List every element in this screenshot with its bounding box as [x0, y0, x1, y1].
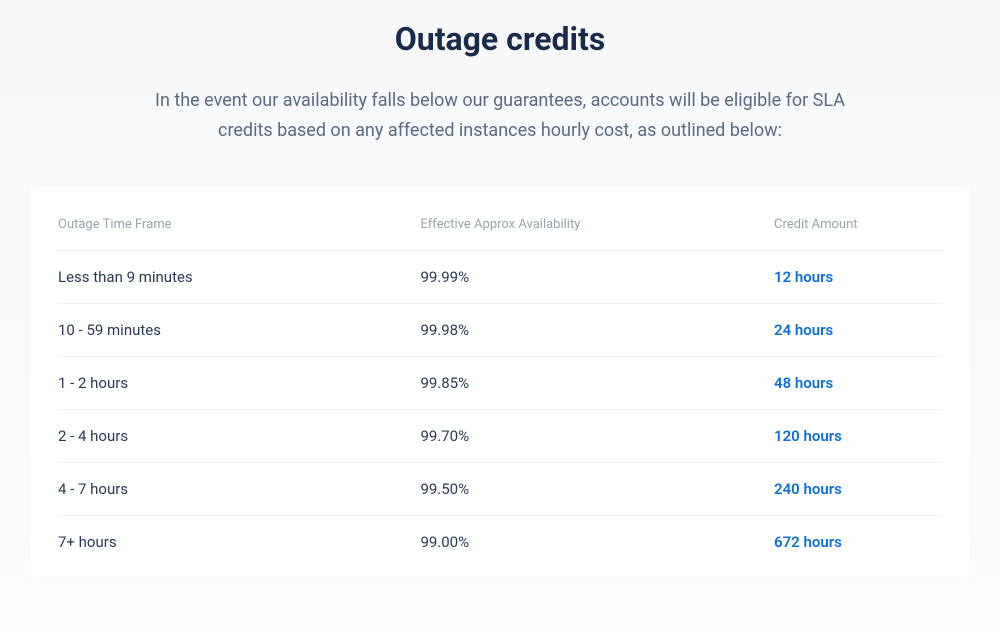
cell-credit: 240 hours — [774, 480, 942, 498]
cell-time-frame: 2 - 4 hours — [58, 427, 420, 445]
cell-credit: 672 hours — [774, 533, 942, 551]
cell-time-frame: 10 - 59 minutes — [58, 321, 420, 339]
outage-credits-table: Outage Time Frame Effective Approx Avail… — [30, 187, 970, 578]
cell-credit: 12 hours — [774, 268, 942, 286]
table-row: Less than 9 minutes99.99%12 hours — [58, 250, 942, 303]
cell-availability: 99.00% — [420, 533, 774, 551]
cell-availability: 99.98% — [420, 321, 774, 339]
cell-time-frame: 7+ hours — [58, 533, 420, 551]
column-header-availability: Effective Approx Availability — [420, 217, 774, 232]
cell-availability: 99.50% — [420, 480, 774, 498]
cell-time-frame: 4 - 7 hours — [58, 480, 420, 498]
table-row: 10 - 59 minutes99.98%24 hours — [58, 303, 942, 356]
cell-credit: 48 hours — [774, 374, 942, 392]
table-row: 2 - 4 hours99.70%120 hours — [58, 409, 942, 462]
cell-availability: 99.70% — [420, 427, 774, 445]
cell-time-frame: 1 - 2 hours — [58, 374, 420, 392]
page-description: In the event our availability falls belo… — [130, 86, 870, 145]
column-header-credit: Credit Amount — [774, 217, 942, 232]
table-header-row: Outage Time Frame Effective Approx Avail… — [58, 217, 942, 250]
cell-time-frame: Less than 9 minutes — [58, 268, 420, 286]
cell-credit: 120 hours — [774, 427, 942, 445]
table-row: 7+ hours99.00%672 hours — [58, 515, 942, 568]
cell-credit: 24 hours — [774, 321, 942, 339]
table-row: 4 - 7 hours99.50%240 hours — [58, 462, 942, 515]
table-row: 1 - 2 hours99.85%48 hours — [58, 356, 942, 409]
column-header-time-frame: Outage Time Frame — [58, 217, 420, 232]
page-title: Outage credits — [0, 20, 1000, 58]
cell-availability: 99.99% — [420, 268, 774, 286]
cell-availability: 99.85% — [420, 374, 774, 392]
